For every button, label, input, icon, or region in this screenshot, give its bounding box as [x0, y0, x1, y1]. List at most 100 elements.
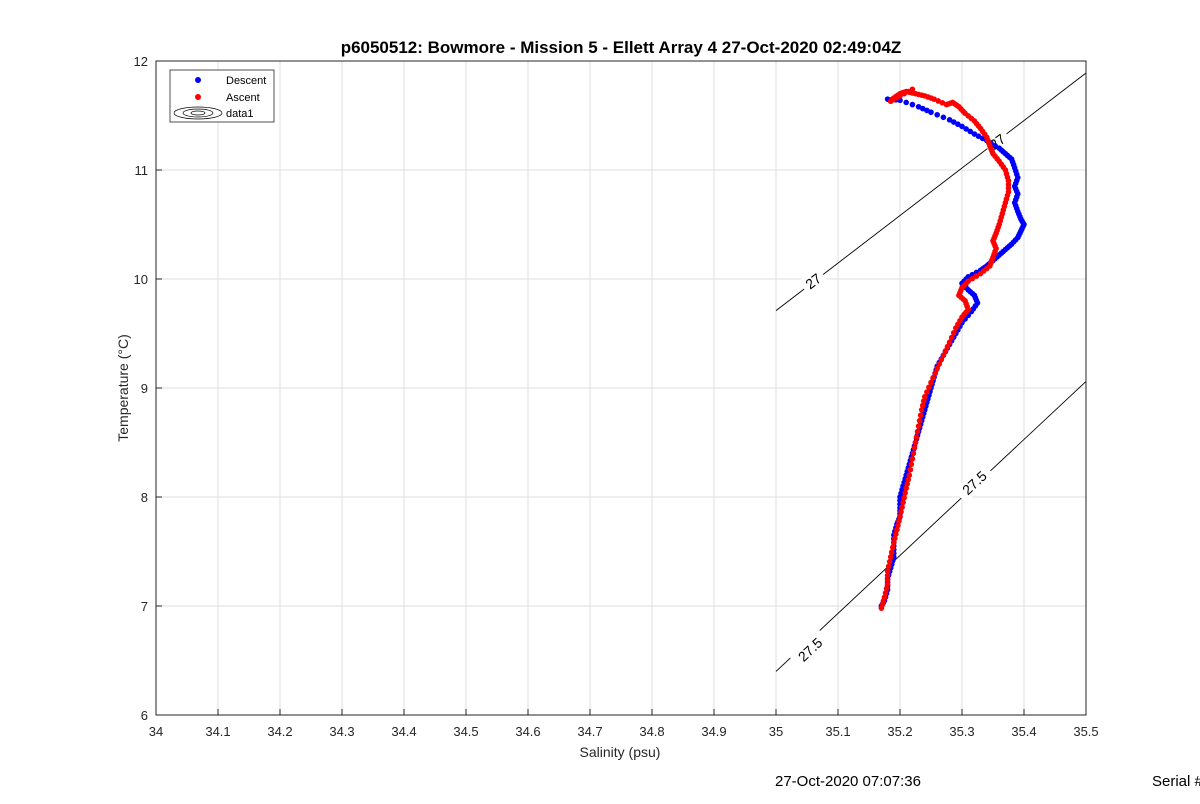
data-point: [928, 109, 934, 116]
data-point: [905, 88, 912, 95]
grid-lines: [156, 61, 1086, 715]
data-point: [969, 275, 976, 282]
x-tick-label: 35.4: [1011, 724, 1036, 739]
contour-label-group: 27: [798, 266, 829, 296]
legend-label-ascent: Ascent: [226, 92, 260, 104]
data-point: [909, 101, 916, 108]
data-point: [883, 585, 890, 592]
data-point: [909, 86, 916, 93]
data-point: [946, 117, 953, 123]
data-point: [926, 384, 932, 391]
data-point: [901, 494, 907, 501]
data-point: [914, 428, 921, 435]
data-point: [887, 554, 894, 560]
data-point: [884, 577, 891, 583]
data-point: [992, 142, 998, 149]
legend-marker-descent: [195, 77, 201, 83]
data-point: [919, 402, 926, 409]
contour-line: [775, 72, 1087, 311]
data-point: [894, 526, 900, 533]
x-tick-label: 34.9: [701, 724, 726, 739]
legend-entry-data1: data1: [173, 106, 254, 120]
data-point: [900, 499, 906, 506]
x-tick-label: 35.1: [825, 724, 850, 739]
data-point: [971, 131, 978, 137]
data-point: [903, 99, 909, 106]
contour-line: [775, 381, 1087, 672]
data-point: [948, 334, 955, 341]
contour-label-bg: [953, 462, 996, 504]
data-point: [915, 423, 922, 429]
data-point: [913, 434, 920, 440]
data-point: [892, 535, 898, 542]
y-tick-label: 9: [141, 381, 148, 396]
series-ascent: [878, 86, 1012, 611]
data-points: [878, 86, 1027, 611]
data-point: [903, 485, 909, 492]
data-point: [902, 490, 908, 496]
x-axis-label: Salinity (psu): [580, 744, 661, 760]
data-point: [886, 558, 893, 565]
y-tick-label: 7: [141, 599, 148, 614]
footer-timestamp: 27-Oct-2020 07:07:36: [775, 773, 921, 790]
x-axis-ticks: 34 34.1 34.2 34.3 34.4 34.5 34.6 34.7 34.8 34.9 35…: [149, 709, 1099, 739]
x-tick-label: 34.7: [577, 724, 602, 739]
data-point: [975, 133, 982, 140]
x-tick-label: 35.3: [949, 724, 974, 739]
data-point: [910, 450, 917, 457]
data-point: [897, 513, 903, 520]
data-point: [940, 352, 947, 359]
data-point: [917, 412, 924, 419]
data-point: [907, 466, 914, 473]
data-point: [893, 531, 899, 537]
footer-serial: Serial #: [1152, 773, 1200, 790]
legend-label-data1: data1: [226, 108, 254, 120]
data-point: [938, 356, 945, 363]
legend-entry-descent: Descent: [195, 75, 266, 87]
data-point: [930, 375, 936, 381]
data-point: [973, 273, 980, 279]
x-tick-label: 35.2: [887, 724, 912, 739]
x-tick-label: 34.3: [329, 724, 354, 739]
data-point: [897, 93, 903, 99]
y-tick-label: 8: [141, 490, 148, 505]
data-point: [911, 445, 918, 451]
data-point: [934, 111, 940, 118]
data-point: [884, 568, 891, 574]
data-point: [922, 393, 928, 400]
x-tick-label: 34.6: [515, 724, 540, 739]
data-point: [884, 572, 891, 579]
data-point: [889, 544, 896, 551]
y-axis-ticks: 6 7 8 9 10 11 12: [134, 54, 162, 723]
data-point: [908, 461, 915, 468]
x-tick-label: 34.1: [205, 724, 230, 739]
data-point: [965, 278, 971, 284]
data-point: [955, 121, 961, 128]
data-point: [920, 398, 927, 404]
data-point: [950, 329, 957, 336]
contour-label-bg: [789, 629, 831, 670]
data-point: [918, 407, 925, 413]
data-point: [885, 563, 892, 570]
data-point: [881, 594, 888, 601]
chart-title: p6050512: Bowmore - Mission 5 - Ellett A…: [341, 38, 902, 57]
data-point: [916, 417, 923, 424]
y-tick-label: 6: [141, 708, 148, 723]
data-point: [899, 504, 905, 510]
legend-entry-ascent: Ascent: [195, 92, 260, 104]
data-point: [888, 549, 895, 556]
data-point: [967, 128, 974, 135]
data-point: [934, 365, 940, 372]
y-tick-label: 11: [135, 163, 149, 178]
data-point: [891, 539, 897, 546]
legend: Descent Ascent data1: [169, 69, 275, 123]
data-point: [898, 509, 904, 515]
data-point: [896, 518, 902, 524]
legend-label-descent: Descent: [226, 75, 266, 87]
x-tick-label: 34.4: [391, 724, 416, 739]
data-point: [950, 119, 957, 125]
data-point: [906, 472, 913, 479]
x-tick-label: 34.5: [453, 724, 478, 739]
